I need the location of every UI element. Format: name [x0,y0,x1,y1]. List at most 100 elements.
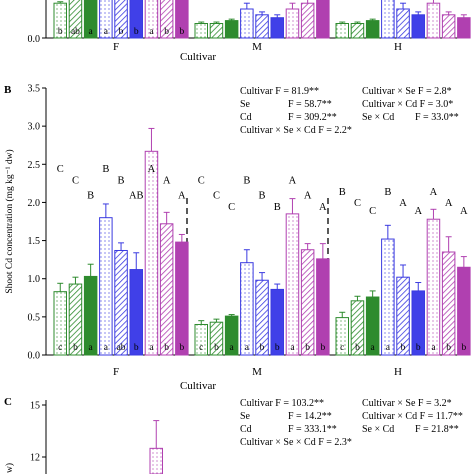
panel-b-y-tick-label: 0.0 [28,351,41,362]
panel-b-bar [285,213,300,356]
panel-b-y-tick-label: 0.5 [28,312,41,323]
panel-b-bar-letter: b [73,343,78,353]
panel-b-bar [144,150,159,356]
panel-a-group-label: F [113,41,119,53]
panel-a-bar [300,2,315,39]
panel-b: 0.0 0.5 1.0 1.5 2.0 2.5 3.0 3.5 Shoot Cd concent… [4,84,471,378]
panel-b-label: B [4,84,12,96]
panel-a-bar [457,17,471,39]
panel-a-bar-letter: a [149,27,154,37]
stat-c-2b: F = 14.2** [288,411,332,422]
panel-b-upper-letter: B [384,187,391,198]
panel-a-bar [396,8,410,39]
stat-c-2r: Cultivar × Cd F = 11.7** [362,411,463,422]
panel-b-upper-letter: A [319,202,327,213]
panel-b-bar-letter: b [355,343,360,353]
panel-b-bar [457,266,471,356]
panel-a-group-label: H [394,41,402,53]
panel-b-bar-letter: b [320,343,325,353]
panel-b-y-label: Shoot Cd concentration (mg kg⁻¹ dw) [4,149,15,293]
panel-b-bar [426,218,441,356]
panel-b-group-label: H [394,366,402,378]
panel-b-bar [381,238,395,356]
panel-a-bar [99,0,113,39]
panel-c: 15 12 w) [4,400,163,474]
panel-a: 0.0b ab a a b b a b bF M H [28,0,471,53]
panel-b-upper-letter: A [304,191,312,202]
panel-a-y-tick-label: 0.0 [28,34,41,45]
panel-b-upper-letter: C [72,175,79,186]
panel-a-bar [209,23,224,39]
panel-b-upper-letter: C [369,206,376,217]
panel-b-bar-letter: a [386,343,391,353]
panel-b-x-label: Cultivar [180,380,216,392]
panel-b-bar-letter: a [245,343,250,353]
panel-b-bar [441,251,456,356]
panel-a-bar [411,14,425,39]
panel-a-bar [114,0,128,39]
panel-a-bar [83,0,98,39]
panel-a-bar [335,23,349,39]
panel-b-bar-letter: b [134,343,139,353]
panel-a-bar-letter: a [104,27,109,37]
panel-b-bar-letter: a [230,343,235,353]
panel-a-bar [68,0,83,39]
panel-b-bar-letter: b [214,343,219,353]
stat-b-1r: Cultivar × Se F = 2.8* [362,86,452,97]
panel-b-upper-letter: A [460,206,468,217]
stat-c-3rb: F = 21.8** [415,424,459,435]
panel-b-bar-letter: c [58,343,62,353]
stat-c-3r: Se × Cd [362,424,394,435]
stat-c-3a: Cd [240,424,252,435]
panel-a-bar-letter: b [164,27,169,37]
panel-b-upper-letter: C [354,198,361,209]
stat-b-3b: F = 309.2** [288,112,337,123]
panel-b-bar [99,217,113,356]
panel-b-upper-letter: A [163,175,171,186]
stat-b-3a: Cd [240,112,252,123]
panel-a-bar [426,2,441,39]
panel-b-bar [114,249,128,356]
panel-b-bar [300,249,315,356]
panel-c-y-tick-label: 12 [30,453,40,464]
panel-b-bar [240,262,254,356]
panel-a-bar [159,0,174,39]
panel-b-bar [175,241,189,356]
panel-c-y-label-fragment: w) [4,463,15,473]
panel-b-bar-letter: b [275,343,280,353]
panel-a-bar [240,8,254,39]
panel-b-upper-letter: C [213,191,220,202]
panel-b-group-label: M [252,366,262,378]
panel-a-bar [365,20,380,39]
panel-b-y-tick-label: 3.5 [28,84,41,95]
panel-a-bar-letter: b [119,27,124,37]
stat-c-3b: F = 333.1** [288,424,337,435]
panel-b-y-tick-label: 1.0 [28,274,41,285]
stat-b-2b: F = 58.7** [288,99,332,110]
panel-a-bar [194,23,208,39]
stat-c-2a: Se [240,411,251,422]
panel-a-bar [350,23,365,39]
panel-b-y-tick-label: 3.0 [28,122,41,133]
panel-c-bar [149,447,163,474]
panel-a-bar-letter: ab [71,27,80,37]
panel-a-bar-letter: b [134,27,139,37]
panel-b-upper-letter: A [178,191,186,202]
panel-b-bar-letter: c [199,343,203,353]
panel-a-bar-letter: b [179,27,184,37]
panel-b-upper-letter: A [289,175,297,186]
panel-b-upper-letter: AB [129,191,144,202]
panel-b-upper-letter: A [399,198,407,209]
panel-b-upper-letter: B [102,164,109,175]
panel-a-bar [129,0,143,39]
panel-b-bar-letter: b [164,343,169,353]
panel-b-group-label: F [113,366,119,378]
panel-b-upper-letter: A [148,164,156,175]
panel-b-upper-letter: B [118,175,125,186]
panel-b-upper-letter: A [414,206,422,217]
panel-b-bar-letter: a [431,343,436,353]
panel-b-upper-letter: A [445,198,453,209]
panel-b-stats: Cultivar F = 81.9** Cultivar × Se F = 2.… [240,86,459,136]
panel-b-bar-letter: a [149,343,154,353]
panel-a-bar [381,0,395,39]
